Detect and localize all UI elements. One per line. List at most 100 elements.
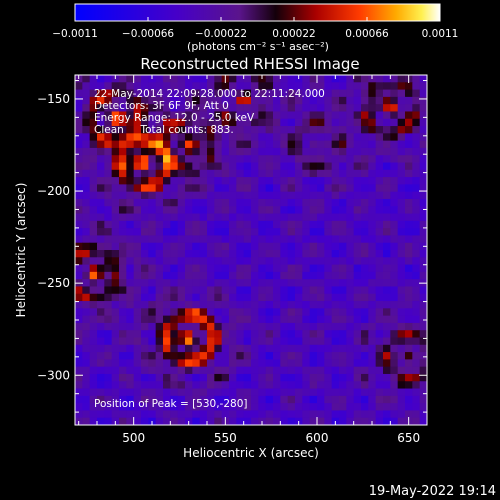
heatmap-cell — [177, 308, 186, 317]
heatmap-cell — [192, 104, 201, 112]
heatmap-cell — [170, 162, 179, 171]
heatmap-cell — [236, 388, 245, 397]
heatmap-cell — [126, 242, 135, 251]
heatmap-cell — [207, 96, 215, 105]
heatmap-cell — [265, 271, 274, 280]
heatmap-cell — [221, 322, 230, 331]
heatmap-cell — [419, 322, 428, 331]
heatmap-cell — [346, 344, 355, 353]
heatmap-cell — [236, 352, 245, 360]
heatmap-cell — [317, 250, 325, 258]
heatmap-cell — [361, 330, 369, 338]
heatmap-cell — [185, 147, 193, 156]
heatmap-cell — [383, 162, 391, 171]
heatmap-cell — [221, 271, 230, 280]
heatmap-cell — [287, 293, 296, 302]
heatmap-cell — [412, 359, 421, 368]
heatmap-cell — [229, 184, 237, 193]
heatmap-cell — [89, 359, 98, 368]
heatmap-cell — [104, 147, 113, 156]
heatmap-cell — [199, 286, 208, 295]
heatmap-cell — [177, 301, 186, 309]
heatmap-cell — [265, 403, 274, 411]
heatmap-cell — [383, 89, 391, 98]
heatmap-cell — [89, 308, 98, 317]
heatmap-cell — [141, 359, 149, 368]
heatmap-cell — [214, 373, 223, 382]
heatmap-cell — [339, 395, 347, 404]
heatmap-cell — [309, 75, 318, 83]
heatmap-cell — [89, 322, 98, 331]
heatmap-cell — [236, 279, 245, 287]
heatmap-cell — [280, 293, 289, 302]
heatmap-cell — [397, 352, 406, 360]
heatmap-cell — [353, 242, 362, 251]
heatmap-cell — [412, 315, 421, 324]
heatmap-cell — [273, 301, 281, 309]
heatmap-cell — [390, 352, 399, 360]
heatmap-cell — [368, 359, 377, 368]
heatmap-cell — [199, 366, 208, 375]
heatmap-cell — [111, 191, 120, 200]
heatmap-cell — [397, 75, 406, 83]
heatmap-cell — [89, 82, 98, 91]
heatmap-cell — [221, 228, 230, 236]
heatmap-cell — [133, 220, 142, 229]
heatmap-cell — [287, 359, 296, 368]
heatmap-cell — [368, 308, 377, 317]
heatmap-cell — [177, 381, 186, 390]
heatmap-cell — [280, 220, 289, 229]
heatmap-cell — [214, 250, 223, 258]
heatmap-cell — [302, 206, 311, 215]
heatmap-cell — [177, 410, 186, 419]
heatmap-cell — [126, 337, 135, 346]
heatmap-cell — [419, 220, 428, 229]
heatmap-cell — [397, 235, 406, 244]
heatmap-cell — [346, 162, 355, 171]
heatmap-cell — [353, 220, 362, 229]
heatmap-cell — [229, 133, 237, 142]
heatmap-cell — [405, 206, 413, 215]
heatmap-cell — [199, 169, 208, 178]
heatmap-cell — [155, 322, 164, 331]
heatmap-cell — [229, 403, 237, 411]
heatmap-cell — [119, 264, 127, 273]
heatmap-cell — [346, 206, 355, 215]
heatmap-cell — [170, 206, 179, 215]
heatmap-cell — [243, 344, 252, 353]
heatmap-cell — [89, 403, 98, 411]
heatmap-cell — [207, 403, 215, 411]
heatmap-cell — [412, 410, 421, 419]
heatmap-cell — [317, 330, 325, 338]
heatmap-cell — [104, 308, 113, 317]
heatmap-cell — [309, 155, 318, 163]
heatmap-cell — [273, 133, 281, 142]
heatmap-cell — [75, 293, 83, 302]
heatmap-cell — [361, 315, 369, 324]
heatmap-cell — [265, 264, 274, 273]
heatmap-cell — [419, 286, 428, 295]
heatmap-cell — [419, 104, 428, 112]
heatmap-cell — [383, 198, 391, 207]
heatmap-cell — [419, 417, 428, 426]
heatmap-cell — [280, 257, 289, 266]
heatmap-cell — [273, 337, 281, 346]
heatmap-cell — [163, 279, 171, 287]
heatmap-cell — [383, 301, 391, 309]
heatmap-cell — [97, 177, 105, 185]
heatmap-cell — [207, 381, 215, 390]
heatmap-cell — [214, 235, 223, 244]
heatmap-cell — [353, 330, 362, 338]
heatmap-cell — [324, 96, 333, 105]
heatmap-cell — [375, 220, 384, 229]
heatmap-cell — [331, 410, 340, 419]
heatmap-cell — [397, 264, 406, 273]
heatmap-cell — [170, 104, 179, 112]
heatmap-cell — [331, 352, 340, 360]
heatmap-cell — [339, 403, 347, 411]
heatmap-cell — [163, 388, 171, 397]
heatmap-cell — [207, 315, 215, 324]
heatmap-cell — [82, 264, 91, 273]
heatmap-cell — [119, 301, 127, 309]
heatmap-cell — [148, 213, 157, 222]
